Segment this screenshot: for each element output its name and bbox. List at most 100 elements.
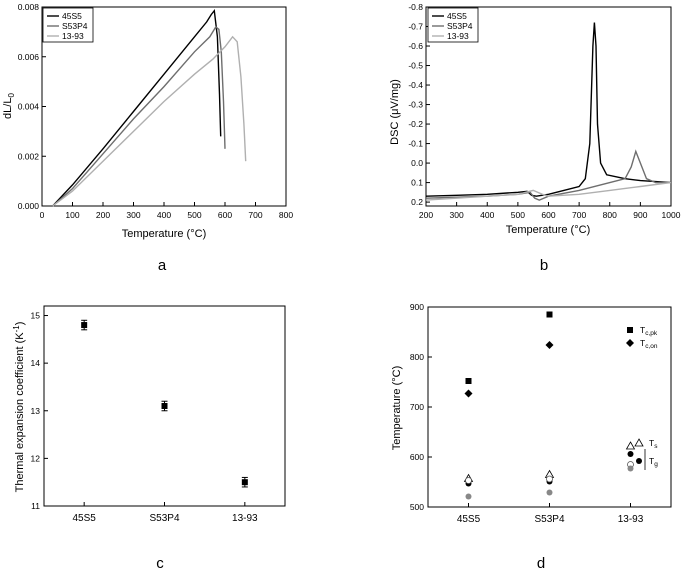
series-line-45S5 [425,22,672,197]
series-line-13-93 [52,35,247,207]
y-axis-label-b: DSC (μV/mg) [389,79,401,145]
chart-c: 11 12 13 14 15 45S5 S53P4 13-93 Thermal expansi… [12,305,286,524]
y-tick-label: 800 [410,352,424,362]
x-tick-label: 1000 [662,210,681,220]
data-point-circle-open [465,477,472,484]
legend-marker-triangle-open [634,438,644,447]
data-point-diamond [464,389,473,398]
series-line-S53P4 [425,149,671,201]
x-tick-label: 13-93 [618,514,644,525]
y-tick-label: 900 [410,302,424,312]
legend-label-main: T [649,456,654,466]
data-point-circle-gray [546,489,553,496]
x-tick-label: S53P4 [149,513,179,524]
y-axis-label-c-main: Thermal expansion coefficient (K [14,332,26,493]
panel-letter-a: a [158,257,167,274]
y-axis-label-c: Thermal expansion coefficient (K-1) [12,322,26,493]
data-point-circle-gray [465,493,472,500]
y-tick-label: 0.002 [18,151,40,161]
legend-label-main: T [649,438,654,448]
legend-label-45S5: 45S5 [447,11,467,21]
x-axis-label-b: Temperature (°C) [506,224,590,236]
x-tick-label: 400 [157,210,171,220]
panel-letter-c: c [156,555,164,572]
y-tick-label: 13 [31,406,41,416]
y-tick-label: 0.1 [411,178,423,188]
x-tick-label: S53P4 [534,514,564,525]
legend-label-sub: c,on [645,343,658,350]
legend-label-S53P4: S53P4 [447,21,473,31]
data-point-triangle-open [625,441,636,450]
series-line-13-93 [425,181,672,201]
y-tick-label: 0.0 [411,158,423,168]
legend-marker-square [627,327,633,333]
legend-label-45S5: 45S5 [62,11,82,21]
y-tick-label: -0.7 [408,22,423,32]
chart-a: 0 100 200 300 400 500 600 700 800 0.000 0.002 0.004… [2,2,293,240]
series-line-45S5 [52,8,222,207]
y-tick-label: 0.000 [18,201,40,211]
y-tick-label: -0.1 [408,139,423,149]
y-axis-label-a: dL/L0 [2,93,16,119]
data-point-square [465,378,472,384]
legend-marker-circle-group [636,458,642,464]
y-tick-label: 0.006 [18,52,40,62]
y-tick-label: 14 [31,358,41,368]
legend-label-S53P4: S53P4 [62,21,88,31]
x-tick-label: 600 [541,210,555,220]
x-tick-label: 900 [633,210,647,220]
x-tick-label: 45S5 [457,514,481,525]
y-axis-label-c-sup: -1 [12,325,21,333]
panel-letter-b: b [540,257,548,274]
legend-label-13-93: 13-93 [62,31,84,41]
legend-label-sub: c,pk [645,330,658,337]
y-axis-label-a-sub: 0 [7,93,16,98]
data-point [81,322,88,329]
legend-label-main: T [640,325,645,335]
x-tick-label: 700 [248,210,262,220]
legend-label-13-93: 13-93 [447,31,469,41]
y-tick-label: -0.5 [408,61,423,71]
data-point-circle-gray [627,465,634,472]
x-tick-label: 0 [40,210,45,220]
data-point [241,479,248,486]
y-tick-label: 600 [410,452,424,462]
y-tick-label: 0.004 [18,102,40,112]
y-tick-label: -0.4 [408,80,423,90]
y-tick-label: -0.3 [408,100,423,110]
legend-marker-diamond [626,339,634,347]
x-tick-label: 300 [126,210,140,220]
y-tick-label: 12 [31,453,41,463]
panel-letter-d: d [537,555,545,572]
x-tick-label: 400 [480,210,494,220]
legend-label-main: T [640,338,645,348]
legend-box [42,7,94,43]
x-tick-label: 800 [603,210,617,220]
y-tick-label: -0.2 [408,119,423,129]
legend-label-square: Tc,pk [640,325,658,337]
data-point-circle-group [627,451,634,457]
x-tick-label: 200 [96,210,110,220]
y-tick-label: -0.6 [408,41,423,51]
x-tick-label: 500 [511,210,525,220]
legend-label-sub: g [654,461,658,468]
x-tick-label: 13-93 [232,513,258,524]
x-tick-label: 800 [279,210,293,220]
y-axis-label-a-main: dL/L [2,98,14,119]
y-axis-label-d: Temperature (°C) [391,366,403,450]
y-axis-label-c-end: ) [14,322,26,326]
y-tick-label: 500 [410,502,424,512]
x-tick-label: 700 [572,210,586,220]
x-tick-label: 300 [450,210,464,220]
y-tick-label: 15 [31,311,41,321]
series-line-S53P4 [52,25,226,207]
x-tick-label: 45S5 [72,513,96,524]
data-point-square [546,311,553,318]
x-tick-label: 500 [187,210,201,220]
legend-label-diamond: Tc,on [640,338,658,350]
y-tick-label: 11 [31,501,40,511]
data-point-circle-open [546,475,553,483]
x-axis-label-a: Temperature (°C) [122,228,206,240]
